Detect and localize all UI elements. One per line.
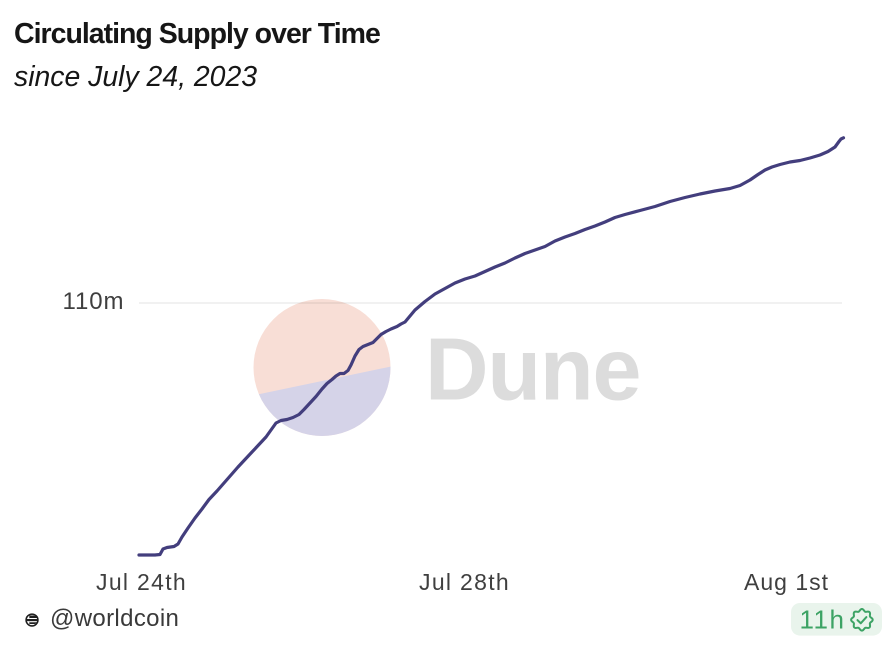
svg-text:110m: 110m [63,288,125,315]
svg-text:Aug 1st: Aug 1st [744,569,829,595]
svg-text:Circulating Supply over Time: Circulating Supply over Time [14,18,380,50]
svg-text:since July 24, 2023: since July 24, 2023 [14,61,257,93]
svg-text:Dune: Dune [425,320,640,419]
svg-text:@worldcoin: @worldcoin [50,605,179,632]
svg-text:11h: 11h [800,605,846,635]
svg-text:Jul 28th: Jul 28th [419,569,510,595]
svg-text:Jul 24th: Jul 24th [96,569,187,595]
